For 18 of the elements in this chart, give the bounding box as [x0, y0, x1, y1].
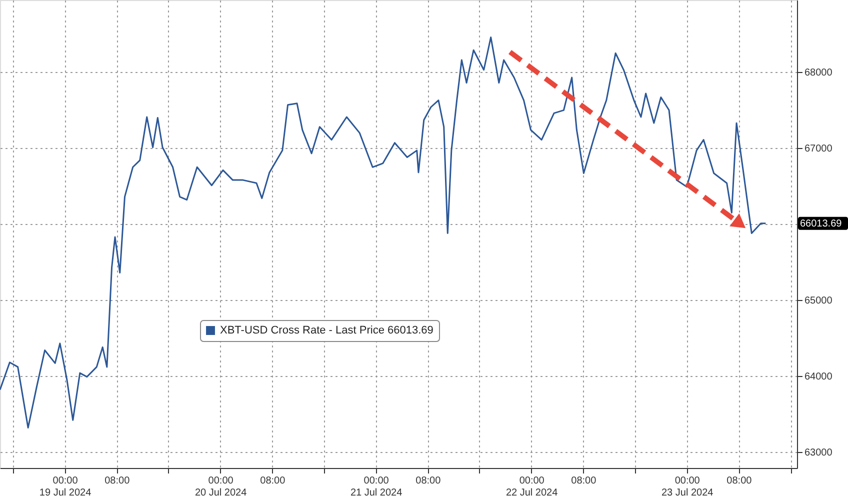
- x-tick-label: 08:00: [726, 476, 752, 486]
- x-tick-label: 08:00: [416, 476, 442, 486]
- y-tick-label: 63000: [804, 448, 833, 459]
- x-tick-label: 00:00 19 Jul 2024: [39, 476, 92, 496]
- y-tick-label: 65000: [804, 296, 833, 307]
- y-tick-label: 68000: [804, 68, 833, 79]
- x-tick-label: 00:00 20 Jul 2024: [194, 476, 248, 496]
- text: 66013.69: [800, 218, 842, 230]
- x-tick-label: 08:00: [104, 476, 130, 486]
- line-series: [0, 36, 766, 428]
- x-tick-label: 08:00: [571, 476, 597, 486]
- x-tick-label: 08:00: [260, 476, 286, 486]
- x-tick-label: 00:00 23 Jul 2024: [661, 476, 714, 496]
- y-tick-label: 64000: [804, 372, 833, 383]
- x-tick-label: 00:00 21 Jul 2024: [350, 476, 403, 496]
- legend-label: XBT-USD Cross Rate - Last Price 66013.69: [220, 324, 434, 336]
- y-tick-label: 67000: [804, 144, 833, 155]
- x-tick-label: 00:00 22 Jul 2024: [506, 476, 558, 496]
